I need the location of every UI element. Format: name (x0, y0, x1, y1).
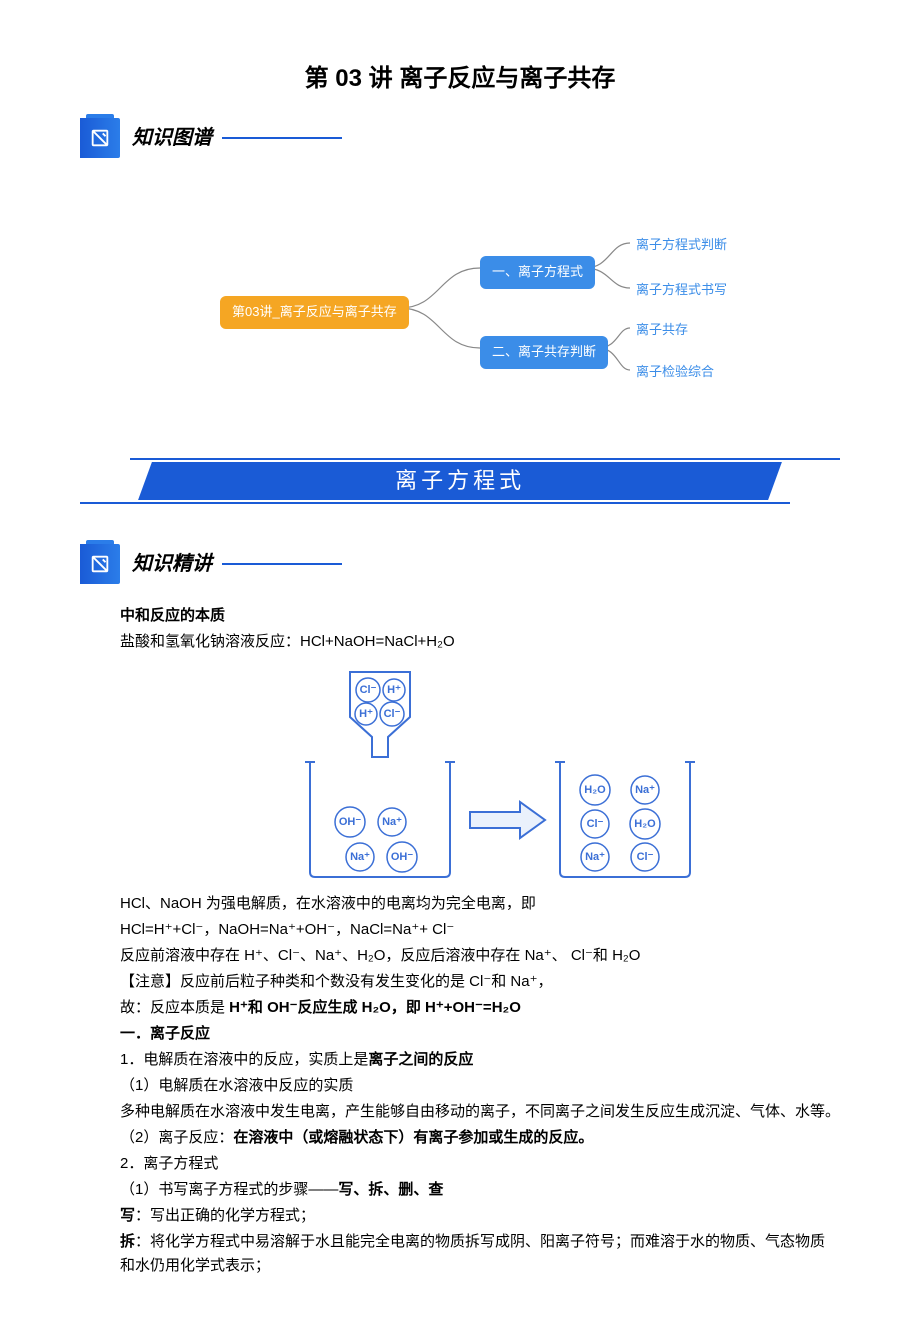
para-p4: 【注意】反应前后粒子种类和个数没有发生变化的是 Cl⁻和 Na⁺， (120, 970, 840, 994)
sec1-1-2: （2）离子反应：在溶液中（或熔融状态下）有离子参加或生成的反应。 (120, 1126, 840, 1150)
sec1-2-1: （1）书写离子方程式的步骤——写、拆、删、查 (120, 1178, 840, 1202)
sec1-1-1-body: 多种电解质在水溶液中发生电离，产生能够自由移动的离子，不同离子之间发生反应生成沉… (120, 1100, 840, 1124)
svg-text:Na⁺: Na⁺ (350, 851, 370, 863)
page-title: 第 03 讲 离子反应与离子共存 (80, 60, 840, 98)
content-body: 中和反应的本质 盐酸和氢氧化钠溶液反应：HCl+NaOH=NaCl+H₂O Cl… (120, 604, 840, 1278)
sec1-2: 2．离子方程式 (120, 1152, 840, 1176)
mindmap-branch-1: 一、离子方程式 (480, 256, 595, 289)
mindmap-branch-2: 二、离子共存判断 (480, 336, 608, 369)
mindmap-leaf-2-2: 离子检验综合 (630, 360, 720, 385)
section-heading-label: 知识精讲 (132, 548, 212, 580)
notepad-icon (80, 544, 120, 584)
neutral-title: 中和反应的本质 (120, 604, 840, 628)
svg-text:Na⁺: Na⁺ (585, 851, 605, 863)
para-p5: 故：反应本质是 H⁺和 OH⁻反应生成 H₂O，即 H⁺+OH⁻=H₂O (120, 996, 840, 1020)
section-heading-knowledge-map: 知识图谱 (80, 118, 840, 158)
mindmap: 第03讲_离子反应与离子共存 一、离子方程式 二、离子共存判断 离子方程式判断 … (200, 218, 720, 398)
step-split: 拆：将化学方程式中易溶解于水且能完全电离的物质拆写成阴、阳离子符号；而难溶于水的… (120, 1230, 840, 1278)
beaker-diagram: Cl⁻ H⁺ H⁺ Cl⁻ OH⁻ Na⁺ Na⁺ OH⁻ H₂O Na⁺ (120, 662, 840, 882)
para-p1: HCl、NaOH 为强电解质，在水溶液中的电离均为完全电离，即 (120, 892, 840, 916)
sec1-title: 一．离子反应 (120, 1022, 840, 1046)
step-write: 写：写出正确的化学方程式； (120, 1204, 840, 1228)
svg-text:Na⁺: Na⁺ (635, 784, 655, 796)
banner-ionic-equation: 离子方程式 (80, 458, 840, 504)
svg-text:OH⁻: OH⁻ (339, 816, 362, 828)
notepad-icon (80, 118, 120, 158)
svg-text:Cl⁻: Cl⁻ (587, 818, 604, 830)
svg-text:H₂O: H₂O (634, 818, 656, 830)
svg-text:Cl⁻: Cl⁻ (384, 708, 401, 720)
mindmap-leaf-2-1: 离子共存 (630, 318, 694, 343)
mindmap-leaf-1-2: 离子方程式书写 (630, 278, 733, 303)
section-heading-knowledge-lecture: 知识精讲 (80, 544, 840, 584)
neutral-eq-line: 盐酸和氢氧化钠溶液反应：HCl+NaOH=NaCl+H₂O (120, 630, 840, 654)
svg-text:OH⁻: OH⁻ (391, 851, 414, 863)
banner-title: 离子方程式 (395, 464, 525, 499)
para-p3: 反应前溶液中存在 H⁺、Cl⁻、Na⁺、H₂O，反应后溶液中存在 Na⁺、 Cl… (120, 944, 840, 968)
mindmap-leaf-1-1: 离子方程式判断 (630, 233, 733, 258)
mindmap-root: 第03讲_离子反应与离子共存 (220, 296, 409, 329)
svg-text:Na⁺: Na⁺ (382, 816, 402, 828)
para-p2: HCl=H⁺+Cl⁻，NaOH=Na⁺+OH⁻，NaCl=Na⁺+ Cl⁻ (120, 918, 840, 942)
svg-text:Cl⁻: Cl⁻ (360, 684, 377, 696)
svg-text:H⁺: H⁺ (359, 708, 373, 720)
svg-text:Cl⁻: Cl⁻ (637, 851, 654, 863)
sec1-1: 1．电解质在溶液中的反应，实质上是离子之间的反应 (120, 1048, 840, 1072)
svg-text:H₂O: H₂O (584, 784, 606, 796)
svg-text:H⁺: H⁺ (387, 684, 401, 696)
section-heading-label: 知识图谱 (132, 122, 212, 154)
sec1-1-1: （1）电解质在水溶液中反应的实质 (120, 1074, 840, 1098)
